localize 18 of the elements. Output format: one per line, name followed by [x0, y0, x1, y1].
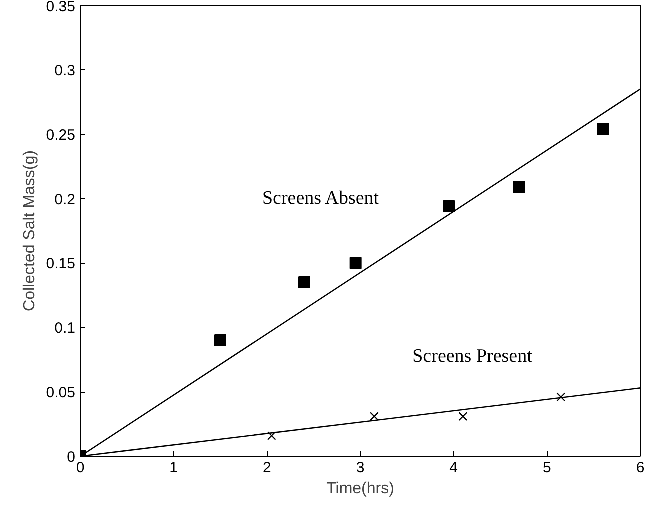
- x-tick-label: 4: [450, 460, 458, 476]
- y-tick-label: 0.05: [46, 384, 76, 402]
- y-tick-label: 0.35: [46, 0, 76, 16]
- y-tick-label: 0.1: [54, 320, 76, 338]
- x-tick-label: 5: [542, 460, 552, 476]
- text: Screens Absent: [262, 188, 380, 210]
- y-tick-label: 0.3: [54, 62, 76, 80]
- x-tick-label: 6: [636, 460, 645, 476]
- x-axis-title: Time(hrs): [326, 480, 394, 498]
- x-tick-label: 2: [262, 460, 272, 476]
- y-tick-label: 0.25: [46, 126, 76, 144]
- series-label: Screens Present: [412, 346, 534, 368]
- y-axis-title: Collected Salt Mass(g): [21, 150, 38, 312]
- x-tick-label: 1: [170, 460, 178, 476]
- y-tick-label: 0: [67, 449, 76, 466]
- y-tick-label: 0.15: [46, 256, 76, 273]
- x-tick-label: 3: [356, 460, 365, 476]
- y-tick-label: 0.2: [54, 191, 76, 208]
